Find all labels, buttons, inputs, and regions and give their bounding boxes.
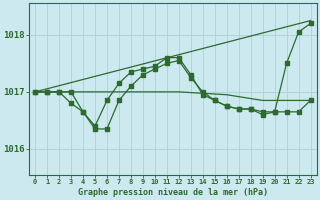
X-axis label: Graphe pression niveau de la mer (hPa): Graphe pression niveau de la mer (hPa) xyxy=(78,188,268,197)
